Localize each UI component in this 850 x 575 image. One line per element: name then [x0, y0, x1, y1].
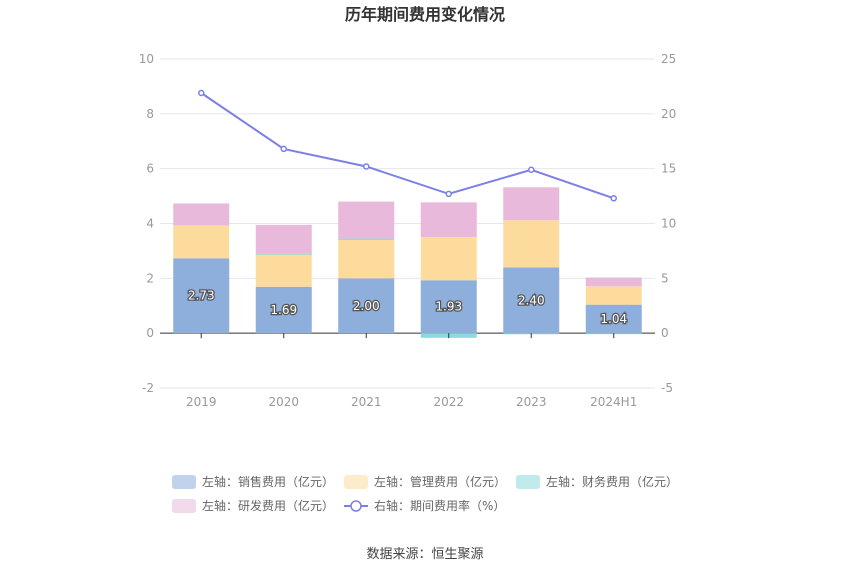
left-axis-tick-label: 0: [146, 326, 154, 340]
bar-segment: [338, 239, 395, 279]
bar-segment: [338, 201, 395, 239]
right-axis-tick-label: 25: [661, 52, 676, 66]
bar-data-label: 2.40: [518, 293, 545, 307]
legend-label: 右轴：期间费用率（%）: [374, 498, 505, 513]
legend-swatch: [172, 499, 196, 513]
left-axis-tick-label: -2: [142, 381, 154, 395]
bar-data-label: 1.69: [270, 303, 297, 317]
left-axis-tick-label: 2: [146, 271, 154, 285]
rate-point: [528, 166, 535, 174]
bar-segment: [420, 280, 477, 334]
bar-segment: [173, 203, 230, 226]
bar-labels: 2.73 1.69 2.00 1.93 2.40 1.04: [187, 287, 629, 327]
rate-point: [610, 195, 617, 202]
bar-data-label: 1.04: [600, 312, 627, 326]
bar-segment: [255, 253, 312, 255]
gridlines: [160, 58, 655, 389]
chart-title: 历年期间费用变化情况: [345, 5, 505, 24]
source-note: 数据来源：恒生聚源: [366, 547, 483, 562]
legend-swatch: [172, 475, 196, 489]
bar-series: [173, 187, 642, 339]
legend-label: 左轴：财务费用（亿元）: [546, 474, 678, 489]
x-axis-tick-label: 2024H1: [590, 395, 637, 409]
right-axis-tick-label: 20: [661, 107, 676, 121]
bar-segment: [503, 267, 560, 334]
legend-swatch: [516, 475, 540, 489]
bar-segment: [585, 277, 642, 287]
x-axis-tick-label: 2020: [268, 395, 299, 409]
rate-point: [280, 145, 287, 153]
bar-segment: [173, 225, 230, 259]
x-axis-tick-label: 2022: [433, 395, 464, 409]
bar-segment: [420, 202, 477, 238]
right-axis-ticks: -5 0 5 10 15 20 25: [661, 52, 676, 395]
rate-line: [200, 92, 615, 200]
left-axis-ticks: -2 0 2 4 6 8 10: [139, 52, 154, 395]
legend: 左轴：销售费用（亿元） 左轴：管理费用（亿元） 左轴：财务费用（亿元） 左轴：研发费用…: [172, 474, 678, 513]
legend-label: 左轴：销售费用（亿元）: [202, 474, 334, 489]
right-axis-tick-label: 5: [661, 271, 669, 285]
left-axis-tick-label: 10: [139, 52, 154, 66]
left-axis-tick-label: 8: [146, 107, 154, 121]
bar-segment: [420, 237, 477, 281]
x-axis-tick-label: 2023: [516, 395, 547, 409]
bar-segment: [255, 224, 312, 254]
bar-segment: [585, 304, 642, 334]
x-axis-tick-label: 2021: [351, 395, 382, 409]
bar-segment: [503, 187, 560, 221]
rate-point: [363, 163, 370, 170]
rate-line-series: [198, 89, 617, 202]
left-axis-tick-label: 6: [146, 162, 154, 176]
right-axis-tick-label: 15: [661, 162, 676, 176]
bar-segment: [585, 286, 642, 305]
x-axis-ticks: 2019 2020 2021 2022 2023 2024H1: [186, 395, 637, 409]
rate-point: [445, 190, 452, 198]
bar-segment: [338, 278, 395, 334]
bar-segment: [255, 286, 312, 334]
legend-label: 左轴：研发费用（亿元）: [202, 498, 334, 513]
right-axis-tick-label: 0: [661, 326, 669, 340]
x-axis-tick-label: 2019: [186, 395, 217, 409]
legend-label: 左轴：管理费用（亿元）: [374, 474, 506, 489]
legend-line-marker: [350, 500, 362, 512]
rate-point: [198, 89, 205, 97]
bar-segment: [503, 220, 560, 268]
left-axis-tick-label: 4: [146, 217, 154, 231]
bar-data-label: 1.93: [435, 300, 462, 314]
bar-segment: [338, 238, 395, 240]
bar-segment: [255, 253, 312, 287]
legend-swatch: [344, 475, 368, 489]
bar-data-label: 2.73: [188, 289, 215, 303]
bar-data-label: 2.00: [353, 299, 380, 313]
right-axis-tick-label: -5: [661, 381, 673, 395]
right-axis-tick-label: 10: [661, 217, 676, 231]
bar-segment: [173, 258, 230, 334]
